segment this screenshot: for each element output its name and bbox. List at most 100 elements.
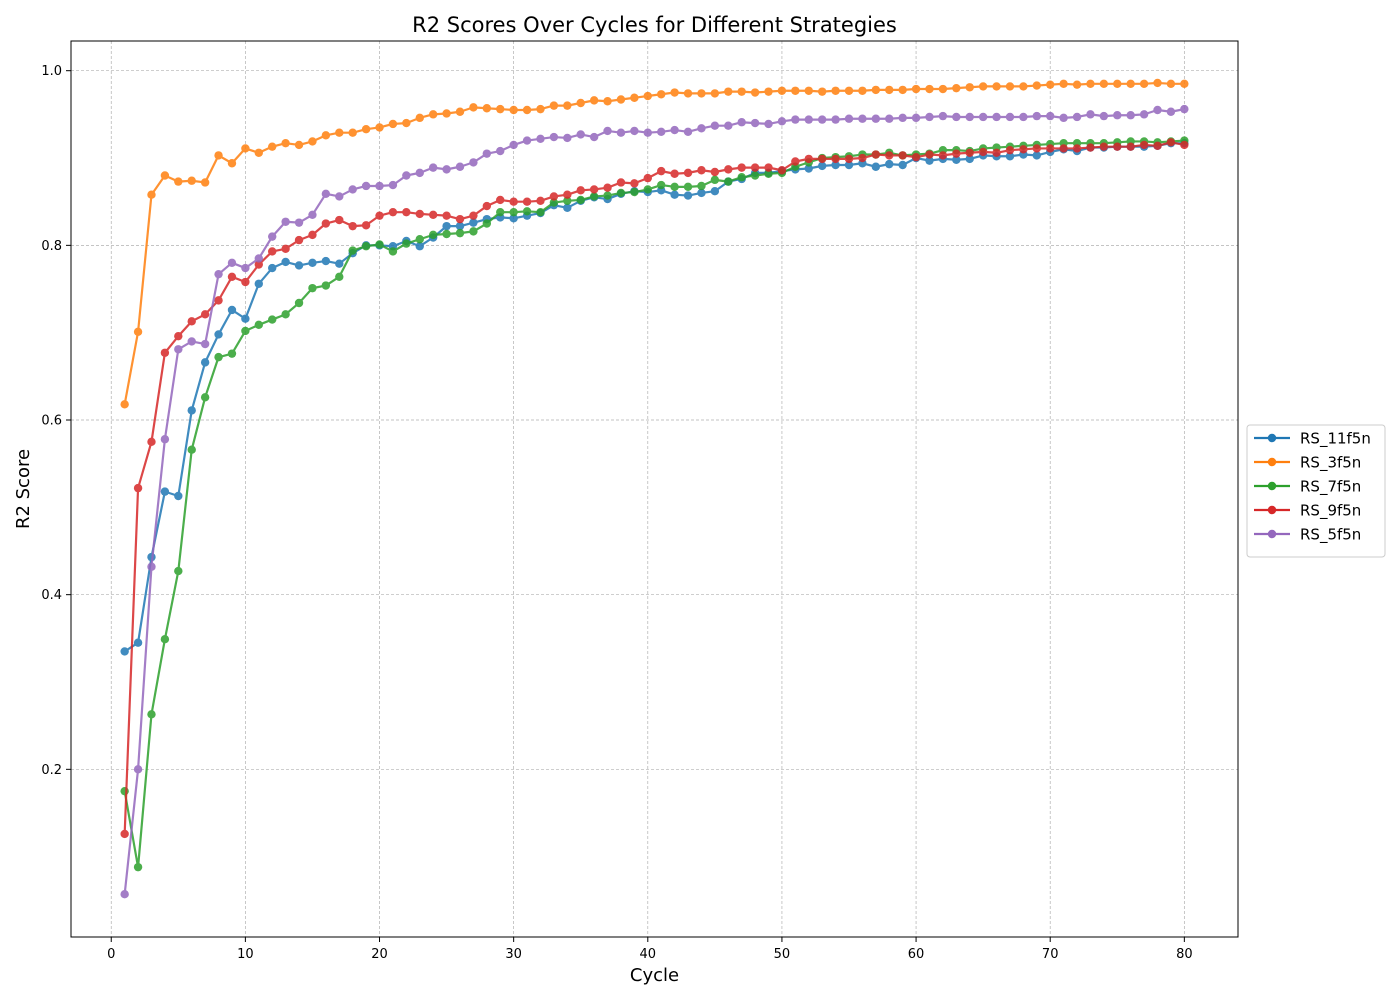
data-point: [536, 104, 545, 114]
data-point: [160, 435, 170, 444]
data-point: [710, 175, 720, 185]
data-point: [643, 173, 652, 183]
data-point: [321, 256, 331, 266]
data-point: [1139, 79, 1149, 88]
legend-box: [1246, 424, 1386, 558]
data-point: [1113, 142, 1122, 151]
data-point: [603, 97, 612, 106]
legend-label: RS_11f5n: [1300, 430, 1371, 449]
data-point: [160, 171, 170, 180]
data-point: [992, 82, 1001, 91]
data-point: [978, 112, 988, 122]
data-point: [1099, 79, 1109, 88]
data-point: [361, 181, 371, 191]
data-point: [1059, 144, 1068, 153]
data-point: [697, 124, 706, 133]
data-point: [120, 400, 129, 409]
data-point: [348, 246, 357, 255]
data-point: [831, 160, 840, 170]
data-point: [227, 349, 237, 358]
data-point: [160, 348, 170, 357]
data-point: [133, 327, 143, 337]
data-point: [1005, 152, 1015, 161]
data-point: [281, 138, 290, 148]
data-point: [965, 148, 974, 157]
data-point: [831, 154, 840, 164]
data-point: [254, 320, 263, 330]
data-point: [1046, 144, 1055, 153]
data-point: [335, 259, 344, 268]
data-point: [616, 128, 626, 137]
data-point: [482, 104, 492, 113]
data-point: [442, 165, 451, 174]
data-point: [241, 314, 250, 323]
axes: 0 10 20 30 40 50 60 70 80 0.2 0.4 0.6 0.8 1.0: [41, 64, 1192, 962]
legend-marker: [1267, 481, 1277, 491]
x-tick-label: 0: [107, 947, 115, 962]
data-point: [1180, 140, 1189, 150]
data-point: [670, 125, 679, 135]
data-point: [509, 207, 518, 217]
data-point: [670, 88, 679, 97]
data-point: [737, 163, 746, 172]
data-point: [938, 84, 948, 94]
data-point: [308, 210, 317, 219]
y-tick-label: 1.0: [41, 64, 62, 79]
data-point: [657, 127, 666, 137]
data-point: [496, 195, 505, 205]
data-point: [1086, 143, 1095, 152]
data-point: [657, 166, 666, 176]
data-point: [683, 168, 693, 178]
data-point: [1059, 79, 1068, 88]
data-point: [268, 142, 277, 151]
data-point: [496, 146, 505, 156]
data-point: [791, 115, 800, 124]
data-point: [965, 154, 974, 164]
data-point: [1032, 144, 1041, 153]
data-point: [388, 207, 398, 217]
data-point: [375, 211, 384, 220]
data-point: [1099, 142, 1109, 151]
plot-frame: [70, 40, 1239, 938]
data-point: [1032, 151, 1041, 160]
data-point: [522, 197, 532, 206]
data-point: [402, 207, 411, 217]
data-point: [402, 171, 411, 180]
data-point: [603, 183, 612, 192]
data-point: [616, 178, 626, 187]
data-point: [214, 352, 223, 362]
data-point: [1005, 145, 1015, 155]
data-point: [522, 207, 532, 216]
data-point: [764, 169, 773, 178]
data-point: [858, 114, 867, 123]
data-point: [348, 221, 357, 231]
data-point: [563, 101, 572, 110]
data-point: [791, 157, 800, 166]
data-point: [321, 281, 331, 290]
data-point: [187, 317, 196, 326]
data-point: [133, 862, 143, 872]
x-tick-label: 10: [237, 947, 254, 962]
legend-marker: [1267, 529, 1277, 539]
data-point: [938, 151, 948, 160]
y-tick-label: 0.4: [41, 588, 62, 603]
data-point: [160, 487, 170, 496]
data-point: [1180, 79, 1189, 88]
data-point: [402, 118, 411, 128]
data-point: [496, 104, 505, 114]
data-point: [442, 109, 451, 118]
data-point: [308, 230, 317, 240]
data-point: [563, 133, 572, 143]
y-tick-label: 0.8: [41, 239, 62, 254]
data-point: [254, 279, 263, 288]
data-point: [589, 132, 599, 142]
data-point: [536, 134, 545, 144]
data-point: [1153, 78, 1162, 88]
data-point: [670, 169, 679, 178]
data-point: [576, 130, 585, 139]
data-point: [281, 244, 290, 254]
data-point: [227, 305, 237, 315]
data-point: [200, 393, 210, 402]
data-point: [643, 128, 652, 137]
